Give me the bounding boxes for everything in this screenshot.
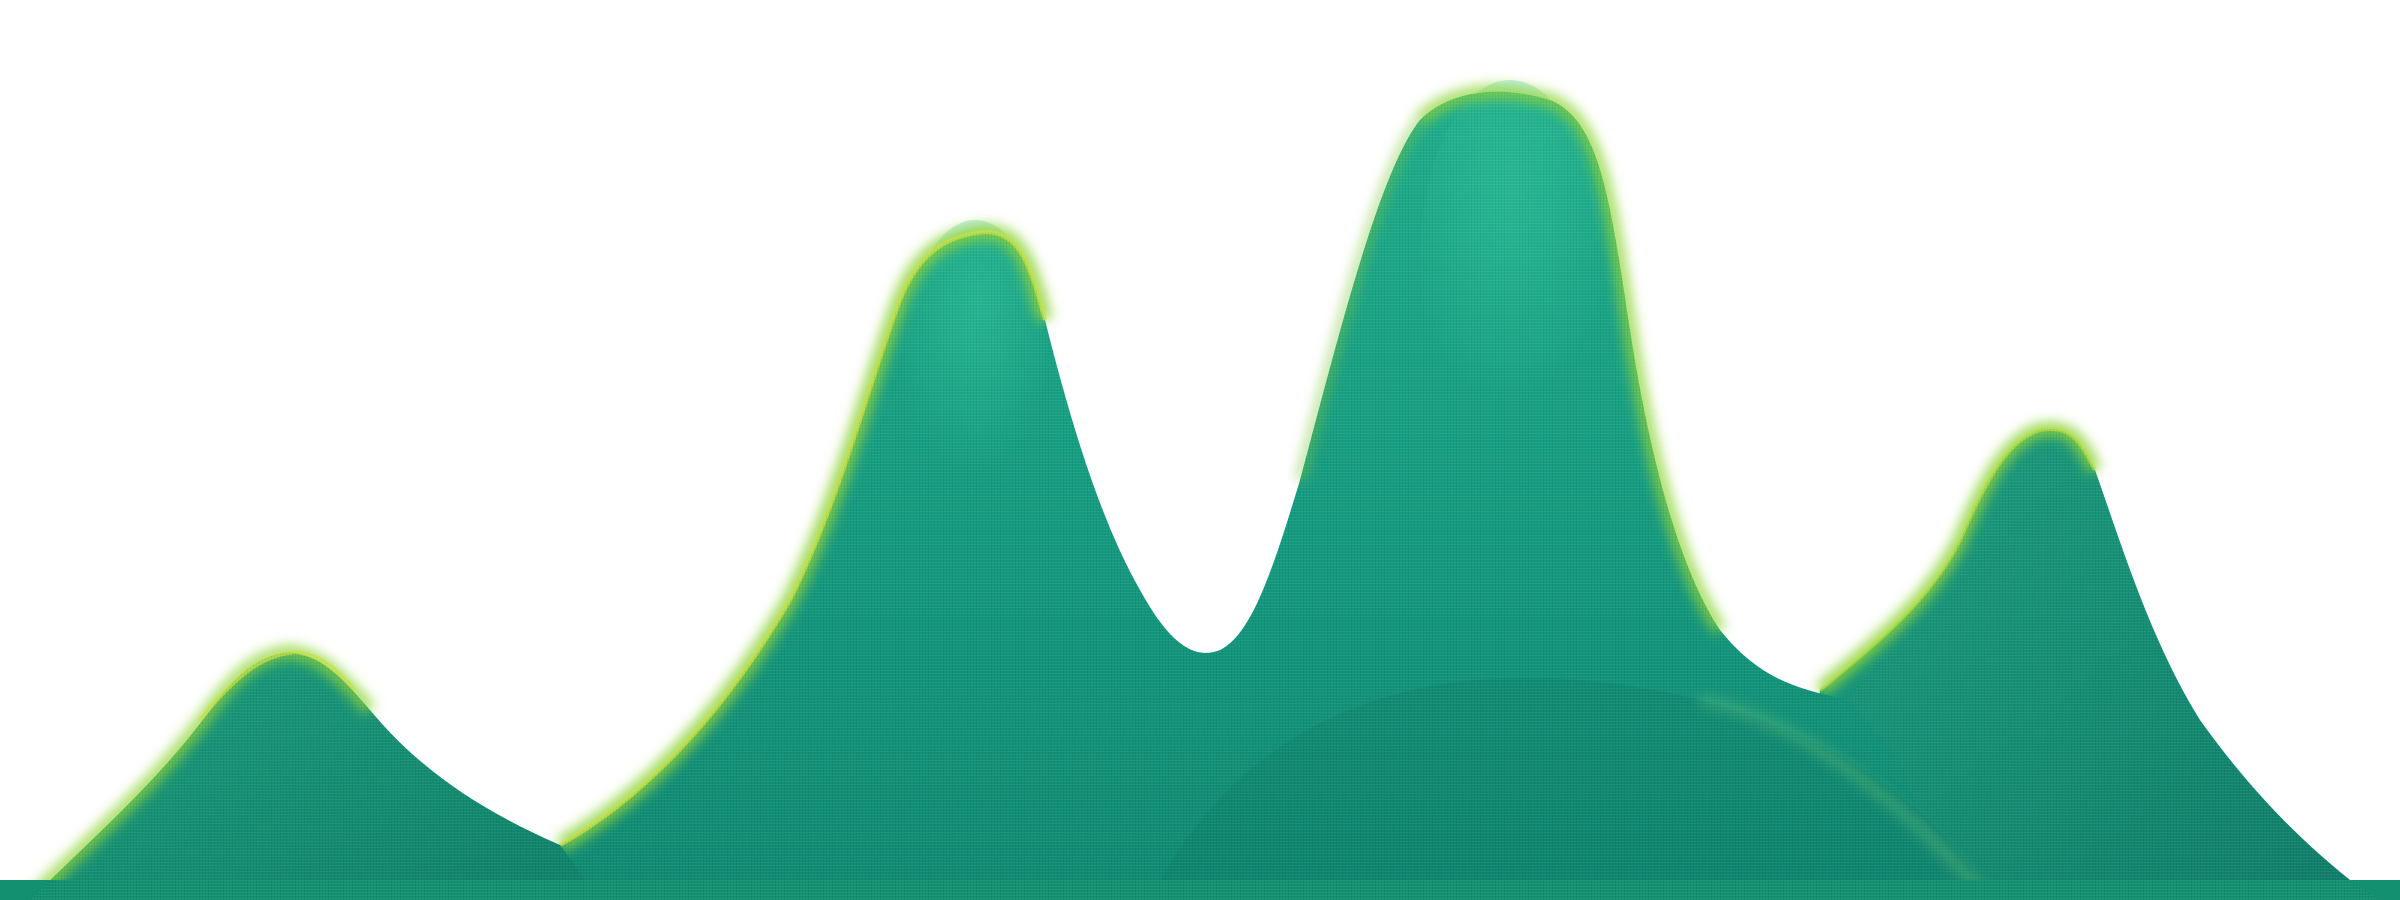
canvas-texture <box>30 91 2380 900</box>
